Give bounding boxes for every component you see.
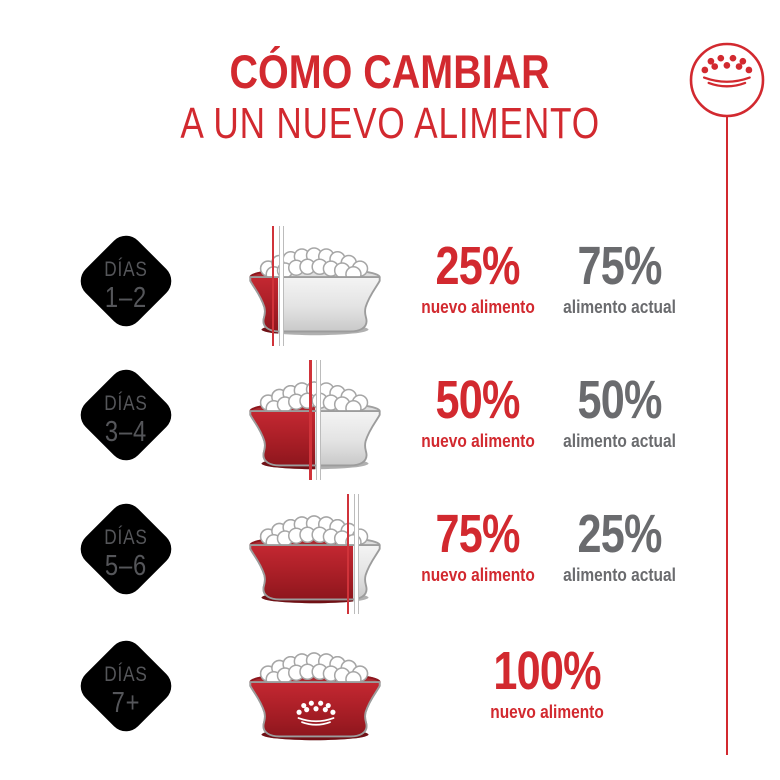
badge-days-value: 5–6: [105, 549, 147, 582]
new-food-percent: 50%: [435, 370, 521, 430]
new-food-label: nuevo alimento: [421, 297, 535, 317]
current-food-percent: 25%: [577, 504, 663, 564]
bowl-red-fill: [240, 501, 353, 606]
dog-food-bowl-icon: [240, 360, 390, 480]
current-food-label: alimento actual: [563, 297, 677, 317]
royal-canin-crown-logo: [689, 42, 765, 118]
transition-row-days-1-2: DÍAS 1–2 25% nuevo alimento 75% alimento…: [0, 223, 780, 346]
new-food-percent: 25%: [435, 236, 521, 296]
new-food-label: nuevo alimento: [421, 431, 535, 451]
new-food-label: nuevo alimento: [490, 702, 604, 722]
title-line1: CÓMO CAMBIAR: [229, 45, 551, 98]
new-food-percent-block: 25% nuevo alimento: [398, 239, 558, 318]
divider-red-line: [309, 360, 312, 480]
page-title: CÓMO CAMBIAR A UN NUEVO ALIMENTO: [30, 46, 750, 149]
badge-days-label: DÍAS: [104, 393, 147, 416]
current-food-percent-block: 75% alimento actual: [540, 239, 700, 318]
title-line2: A UN NUEVO ALIMENTO: [180, 98, 600, 148]
transition-row-days-7-plus: DÍAS 7+ 100% nuevo alimento: [0, 628, 780, 748]
transition-row-days-5-6: DÍAS 5–6 75% nuevo alimento 25% alimento…: [0, 491, 780, 614]
new-food-percent-block: 75% nuevo alimento: [398, 507, 558, 586]
current-food-percent-block: 50% alimento actual: [540, 373, 700, 452]
brand-vertical-line: [725, 116, 728, 755]
badge-days-label: DÍAS: [104, 527, 147, 550]
current-food-percent-block: 25% alimento actual: [540, 507, 700, 586]
badge-days-label: DÍAS: [104, 664, 147, 687]
divider-red-line: [346, 494, 349, 614]
days-diamond-badge: DÍAS 5–6: [73, 496, 179, 602]
new-food-percent: 75%: [435, 504, 521, 564]
divider-red-line: [271, 226, 274, 346]
new-food-percent: 100%: [493, 641, 601, 701]
current-food-percent: 75%: [577, 236, 663, 296]
dog-food-bowl-icon: [240, 638, 390, 744]
badge-days-value: 7+: [112, 686, 141, 719]
divider-white-line: [316, 360, 321, 480]
new-food-percent-block: 50% nuevo alimento: [398, 373, 558, 452]
crown-emblem-icon: [295, 700, 337, 726]
current-food-percent: 50%: [577, 370, 663, 430]
bowl-red-fill: [240, 367, 315, 472]
days-diamond-badge: DÍAS 1–2: [73, 228, 179, 334]
days-diamond-badge: DÍAS 7+: [73, 633, 179, 739]
dog-food-bowl-icon: [240, 494, 390, 614]
transition-row-days-3-4: DÍAS 3–4 50% nuevo alimento 50% alimento…: [0, 357, 780, 480]
new-food-label: nuevo alimento: [421, 565, 535, 585]
badge-days-value: 3–4: [105, 415, 147, 448]
badge-days-value: 1–2: [105, 281, 147, 314]
divider-white-line: [353, 494, 359, 614]
current-food-label: alimento actual: [563, 431, 677, 451]
divider-white-line: [278, 226, 284, 346]
current-food-label: alimento actual: [563, 565, 677, 585]
new-food-percent-block: 100% nuevo alimento: [467, 644, 627, 723]
days-diamond-badge: DÍAS 3–4: [73, 362, 179, 468]
dog-food-bowl-icon: [240, 226, 390, 346]
badge-days-label: DÍAS: [104, 259, 147, 282]
